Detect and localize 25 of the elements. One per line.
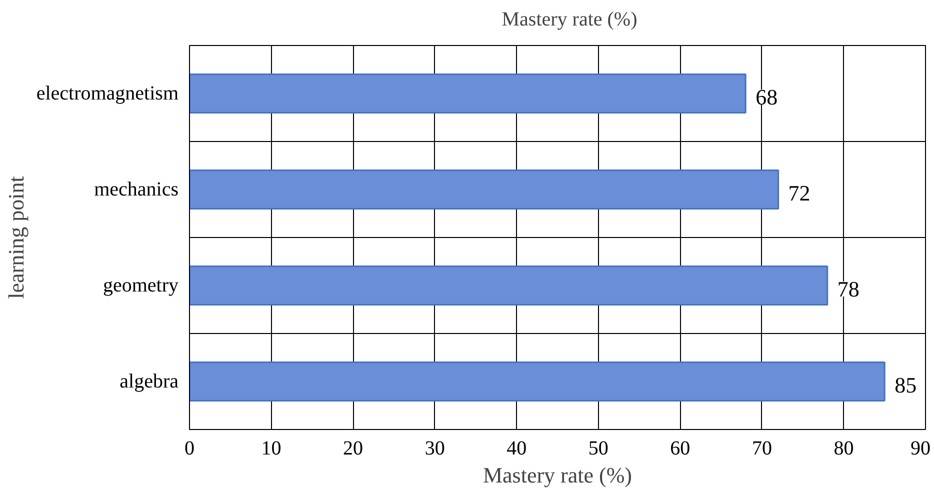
x-tick-label: 80 bbox=[834, 438, 854, 460]
y-tick-label: geometry bbox=[102, 274, 179, 296]
x-tick-label: 60 bbox=[670, 438, 690, 460]
x-tick-label: 10 bbox=[261, 438, 282, 460]
bar bbox=[190, 74, 746, 114]
x-tick-label: 50 bbox=[588, 438, 608, 460]
y-tick-label: mechanics bbox=[94, 178, 179, 200]
x-axis-title: Mastery rate (%) bbox=[482, 462, 632, 488]
x-tick-label: 30 bbox=[424, 438, 445, 460]
x-tick-label: 90 bbox=[910, 438, 930, 460]
x-tick-label: 70 bbox=[752, 438, 772, 460]
text: Mastery rate (%) bbox=[502, 8, 638, 32]
y-tick-label: algebra bbox=[120, 370, 179, 392]
bar bbox=[190, 170, 780, 210]
x-tick-label: 40 bbox=[506, 438, 527, 460]
y-axis-title: learning point bbox=[3, 176, 28, 299]
bar bbox=[190, 362, 886, 402]
data-label: 78 bbox=[837, 276, 860, 302]
data-label: 72 bbox=[788, 180, 810, 206]
bar bbox=[190, 266, 828, 306]
x-tick-label: 0 bbox=[184, 438, 194, 460]
x-tick-label: 20 bbox=[343, 438, 364, 460]
data-label: 68 bbox=[756, 84, 778, 110]
y-tick-label: electromagnetism bbox=[36, 82, 179, 104]
data-label: 85 bbox=[894, 372, 917, 398]
